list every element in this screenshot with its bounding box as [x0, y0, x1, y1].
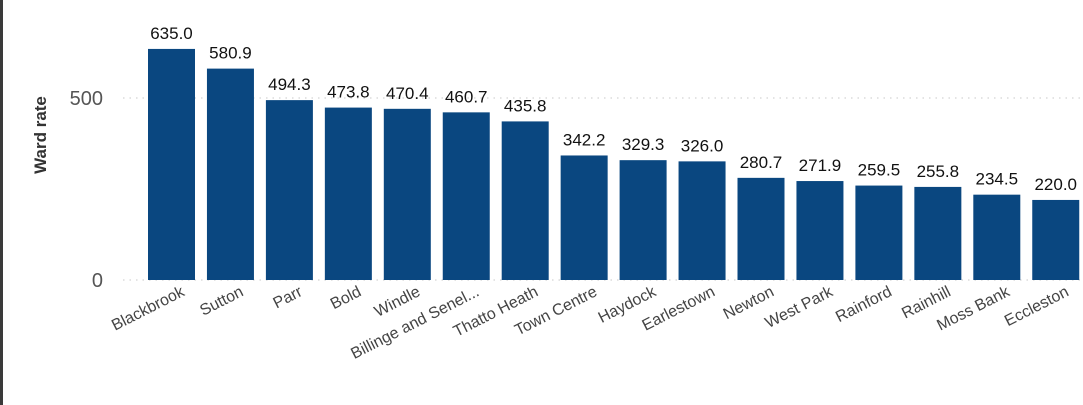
bar-chart: 635.0 580.9 494.3 473.8 470.4 460.7 435.8 342.2… [31, 24, 1083, 363]
y-axis-title: Ward rate [31, 96, 50, 174]
data-label: 280.7 [740, 153, 783, 172]
bar [678, 161, 726, 280]
category-label: West Park [763, 283, 837, 332]
data-label: 460.7 [445, 87, 488, 106]
bar [855, 185, 903, 280]
data-label: 435.8 [504, 96, 547, 115]
bar [1032, 199, 1080, 280]
data-label: 342.2 [563, 130, 606, 149]
data-label: 470.4 [386, 84, 429, 103]
data-label: 271.9 [799, 156, 842, 175]
bar [619, 160, 667, 280]
y-tick-label: 500 [70, 88, 103, 110]
bar [324, 107, 372, 280]
data-label: 494.3 [268, 75, 311, 94]
bar [501, 121, 549, 280]
bar [973, 194, 1021, 280]
category-label: Rainford [833, 283, 895, 326]
data-labels: 635.0 580.9 494.3 473.8 470.4 460.7 435.8 342.2… [150, 24, 1077, 194]
category-label: Blackbrook [109, 283, 188, 335]
category-label: Bold [328, 283, 364, 313]
data-label: 473.8 [327, 83, 370, 102]
bars [148, 48, 1080, 281]
bar [442, 112, 490, 280]
bar [560, 155, 608, 280]
data-label: 255.8 [917, 162, 960, 181]
bar [737, 177, 785, 280]
bar [383, 108, 431, 280]
data-label: 635.0 [150, 24, 193, 43]
bar [206, 68, 254, 280]
data-label: 220.0 [1034, 175, 1077, 194]
category-label: Eccleston [1002, 283, 1072, 330]
bar [148, 48, 195, 281]
data-label: 580.9 [209, 44, 252, 63]
bar [265, 100, 313, 280]
data-label: 326.0 [681, 136, 724, 155]
bar [914, 186, 962, 280]
y-tick-labels: 0 500 [70, 88, 103, 292]
category-label: Sutton [197, 283, 246, 319]
y-tick-label: 0 [92, 270, 103, 292]
data-label: 234.5 [976, 170, 1019, 189]
category-label: Parr [271, 283, 306, 312]
bar [796, 181, 844, 280]
data-label: 259.5 [858, 161, 901, 180]
data-label: 329.3 [622, 135, 665, 154]
